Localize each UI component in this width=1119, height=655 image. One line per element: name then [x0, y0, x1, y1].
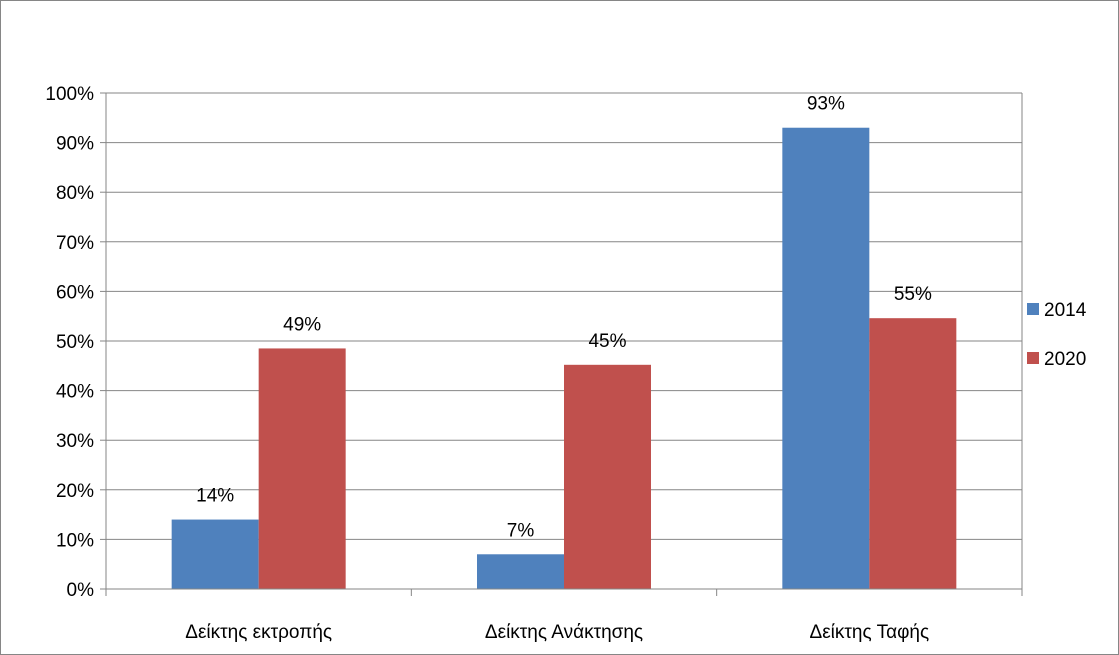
y-tick-label: 70% [56, 233, 94, 254]
data-label: 93% [807, 94, 845, 115]
x-tick-label: Δείκτης εκτροπής [185, 622, 332, 643]
data-label: 14% [196, 486, 234, 507]
bar-2020-3 [869, 318, 957, 589]
y-tick-label: 60% [56, 282, 94, 303]
y-tick-label: 0% [67, 580, 95, 601]
bars [171, 127, 957, 589]
data-labels: 14% 7% 93% 49% 45% 55% [196, 94, 932, 542]
legend-label-2020: 2020 [1044, 349, 1086, 370]
bar-2014-2 [477, 554, 564, 589]
y-tick-label: 50% [56, 332, 94, 353]
bar-2014-1 [171, 519, 259, 589]
legend: 2014 2020 [1027, 300, 1087, 370]
y-tick-label: 80% [56, 183, 94, 204]
legend-swatch-2014 [1027, 303, 1039, 315]
bar-2014-3 [782, 127, 870, 589]
y-tick-label: 90% [56, 134, 94, 155]
data-label: 55% [894, 284, 932, 305]
x-tick-label: Δείκτης Ανάκτησης [485, 622, 643, 643]
bar-2020-1 [258, 348, 346, 589]
y-tick-label: 30% [56, 431, 94, 452]
legend-label-2014: 2014 [1044, 300, 1087, 321]
axes: 0% 10% 20% 30% 40% 50% 60% 70% 80% 90% 100% Δείκτης… [45, 84, 1023, 643]
y-tick-label: 40% [56, 382, 94, 403]
data-label: 7% [507, 520, 535, 541]
x-tick-label: Δείκτης Ταφής [810, 622, 930, 643]
bar-2020-2 [564, 364, 651, 589]
y-tick-label: 10% [56, 530, 94, 551]
y-tick-label: 20% [56, 481, 94, 502]
legend-swatch-2020 [1027, 352, 1039, 364]
data-label: 45% [588, 331, 626, 352]
data-label: 49% [283, 314, 321, 335]
y-tick-label: 100% [45, 84, 94, 105]
